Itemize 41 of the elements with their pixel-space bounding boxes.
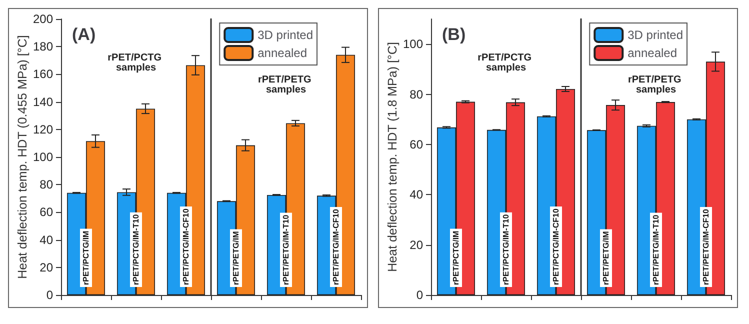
y-tick-label: 0 (46, 288, 54, 302)
annotation: rPET/PETG samples (628, 74, 684, 96)
y-tick-label: 40 (410, 188, 424, 202)
x-tick-label: rPET/PETG/IM-T10 (652, 214, 660, 285)
legend-label: 3D printed (258, 28, 314, 42)
y-tick-label: 200 (32, 12, 54, 26)
x-tick-label: rPET/PCTG/IM (82, 230, 90, 285)
y-tick-label: 80 (40, 178, 54, 192)
legend-label: annealed (628, 46, 678, 60)
x-tick-label: rPET/PETG/IM-T10 (282, 214, 290, 285)
legend-label: 3D printed (628, 28, 684, 42)
y-tick-label: 120 (32, 122, 54, 136)
y-tick-label: 0 (416, 288, 424, 302)
y-tick-label: 20 (410, 238, 424, 252)
chart-title: (B) (442, 25, 466, 44)
y-tick-label: 20 (40, 260, 54, 274)
y-tick-label: 60 (410, 137, 424, 152)
x-tick-label: rPET/PCTG/IM-T10 (132, 214, 140, 285)
y-tick-label: 60 (40, 205, 54, 220)
annotation: rPET/PETG samples (258, 74, 314, 96)
y-tick-label: 100 (32, 150, 54, 164)
y-axis-title: Heat deflection temp. HDT (0.455 MPa) [°C] (16, 35, 30, 279)
legend-label: annealed (258, 46, 308, 60)
y-tick-label: 40 (40, 232, 54, 247)
y-tick-label: 100 (402, 37, 424, 52)
x-tick-label: rPET/PCTG/IM-T10 (502, 214, 510, 285)
x-tick-label: rPET/PETG/IM-CF10 (702, 208, 710, 285)
chart-title: (A) (72, 25, 96, 44)
y-tick-label: 140 (32, 94, 54, 109)
y-tick-label: 160 (32, 67, 54, 82)
x-tick-label: rPET/PETG/IM (602, 230, 610, 285)
annotation: rPET/PCTG samples (478, 52, 534, 74)
x-tick-label: rPET/PETG/IM-CF10 (332, 208, 340, 285)
y-tick-label: 80 (410, 87, 424, 102)
x-tick-label: rPET/PCTG/IM-CF10 (552, 208, 560, 285)
x-tick-label: rPET/PCTG/IM-CF10 (182, 208, 190, 285)
y-axis-title: Heat deflection temp. HDT (1.8 MPa) [°C] (386, 42, 400, 272)
y-tick-label: 180 (32, 40, 54, 54)
x-tick-label: rPET/PETG/IM (232, 230, 240, 285)
annotation: rPET/PCTG samples (108, 52, 164, 74)
x-tick-label: rPET/PCTG/IM (452, 230, 460, 285)
